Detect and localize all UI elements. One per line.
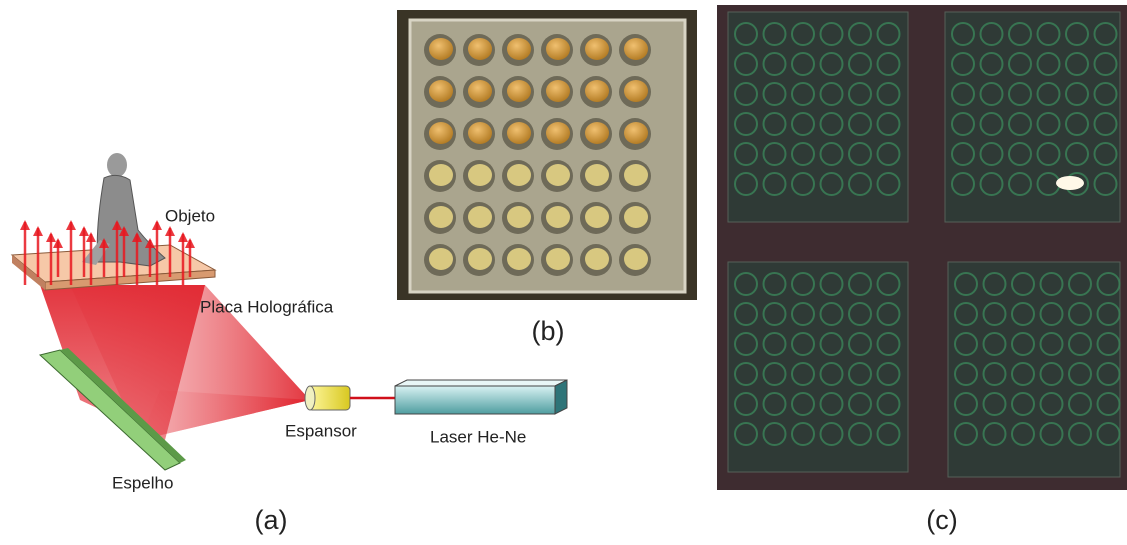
- seed: [624, 164, 648, 186]
- seed: [546, 38, 570, 60]
- arrow-head: [178, 232, 188, 242]
- laser-side: [555, 380, 567, 414]
- seed: [585, 80, 609, 102]
- seed: [585, 38, 609, 60]
- arrow-head: [20, 220, 30, 230]
- panel-b: (b): [397, 10, 697, 346]
- panel-c: (c): [717, 5, 1127, 535]
- seed: [429, 38, 453, 60]
- arrow-head: [165, 226, 175, 236]
- seed: [429, 80, 453, 102]
- caption: (c): [926, 505, 957, 535]
- label: Espansor: [285, 421, 357, 440]
- arrow-head: [66, 220, 76, 230]
- arrow-head: [46, 232, 56, 242]
- arrow-head: [79, 226, 89, 236]
- laser-top: [395, 380, 567, 386]
- seed: [468, 80, 492, 102]
- seed: [507, 248, 531, 270]
- seed: [624, 80, 648, 102]
- seed: [507, 122, 531, 144]
- seed: [546, 122, 570, 144]
- seed: [429, 122, 453, 144]
- seed: [429, 248, 453, 270]
- seed: [546, 80, 570, 102]
- label: Laser He-Ne: [430, 427, 526, 446]
- seed: [546, 206, 570, 228]
- seed: [624, 38, 648, 60]
- seed: [624, 122, 648, 144]
- seed: [507, 206, 531, 228]
- label: Objeto: [165, 206, 215, 225]
- arrow-head: [33, 226, 43, 236]
- seed: [507, 164, 531, 186]
- seed: [624, 248, 648, 270]
- seed: [624, 206, 648, 228]
- label: Placa Holográfica: [200, 297, 334, 316]
- seed: [468, 206, 492, 228]
- seed: [585, 164, 609, 186]
- caption: (a): [255, 505, 288, 535]
- arrow-head: [152, 220, 162, 230]
- figure: Objeto Placa Holográfica Espansor Laser …: [0, 0, 1127, 540]
- seed: [585, 206, 609, 228]
- label: Espelho: [112, 473, 173, 492]
- seed: [507, 38, 531, 60]
- seed: [429, 206, 453, 228]
- expander-lens: [305, 386, 315, 410]
- seed: [468, 122, 492, 144]
- seed: [468, 248, 492, 270]
- glare: [1056, 176, 1084, 190]
- seed: [546, 248, 570, 270]
- seed: [585, 248, 609, 270]
- seed: [507, 80, 531, 102]
- page: {"panel_a": {"labels": {"object": "Objet…: [0, 0, 1127, 540]
- caption: (b): [532, 316, 565, 346]
- seed: [468, 38, 492, 60]
- seed: [429, 164, 453, 186]
- seed: [585, 122, 609, 144]
- laser: [395, 386, 555, 414]
- seed: [468, 164, 492, 186]
- seed: [546, 164, 570, 186]
